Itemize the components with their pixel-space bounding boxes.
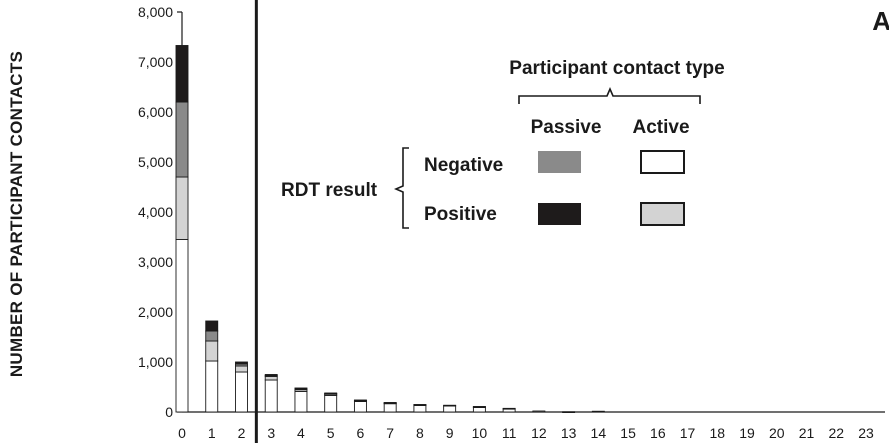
legend-title: Participant contact type — [509, 58, 724, 79]
panel-label: A — [872, 6, 889, 36]
legend: Participant contact type Passive Active … — [281, 58, 725, 229]
bar-segment — [264, 379, 278, 413]
bar-segment — [175, 176, 189, 240]
x-tick-label: 20 — [769, 425, 785, 441]
bar-segment — [472, 406, 486, 408]
bar-segment — [532, 410, 546, 413]
bar-segment — [324, 395, 338, 413]
x-tick-label: 22 — [828, 425, 844, 441]
legend-swatch-active-negative — [640, 150, 685, 174]
y-tick-label: 4,000 — [138, 204, 173, 220]
x-tick-label: 21 — [799, 425, 815, 441]
bar-segment — [235, 365, 248, 373]
legend-row-positive: Positive — [424, 204, 497, 225]
x-tick-label: 17 — [680, 425, 696, 441]
bar-segment — [175, 45, 189, 103]
y-tick-label: 6,000 — [138, 104, 173, 120]
bar-segment — [294, 391, 308, 413]
y-tick-label: 2,000 — [138, 304, 173, 320]
bar-segment — [235, 361, 248, 365]
x-tick-label: 10 — [472, 425, 488, 441]
legend-swatch-passive-negative — [538, 151, 581, 173]
bar-segment — [294, 387, 308, 390]
bar-segment — [413, 404, 427, 413]
x-tick-label: 23 — [858, 425, 874, 441]
y-tick-label: 0 — [165, 404, 173, 420]
bar-segment — [502, 407, 516, 410]
x-tick-label: 8 — [416, 425, 424, 441]
legend-left-brace — [393, 147, 409, 229]
bar-segment — [235, 371, 248, 413]
x-tick-label: 4 — [297, 425, 305, 441]
y-tick-label: 8,000 — [138, 4, 173, 20]
bar-segment — [205, 320, 219, 332]
legend-swatch-passive-positive — [538, 203, 581, 225]
x-tick-label: 16 — [650, 425, 666, 441]
bar-segment — [264, 374, 278, 376]
bar-segment — [324, 392, 338, 395]
y-tick-label: 3,000 — [138, 254, 173, 270]
x-tick-label: 11 — [502, 425, 517, 441]
legend-swatch-active-positive — [640, 202, 685, 226]
x-tick-label: 6 — [357, 425, 365, 441]
bar-segment — [413, 404, 427, 406]
bar-segment — [353, 401, 367, 413]
bar-segment — [562, 411, 576, 414]
x-tick-label: 0 — [178, 425, 186, 441]
bar-segment — [443, 404, 457, 407]
y-tick-label: 5,000 — [138, 154, 173, 170]
x-tick-label: 18 — [710, 425, 726, 441]
legend-col-passive: Passive — [531, 117, 602, 138]
bar-segment — [383, 403, 397, 413]
x-tick-label: 5 — [327, 425, 335, 441]
x-tick-label: 19 — [739, 425, 755, 441]
x-tick-label: 15 — [620, 425, 636, 441]
y-axis-label: NUMBER OF PARTICIPANT CONTACTS — [7, 51, 26, 377]
bar-segment — [175, 101, 189, 178]
y-tick-label: 7,000 — [138, 54, 173, 70]
bar-segment — [205, 340, 219, 362]
x-tick-label: 3 — [267, 425, 275, 441]
legend-col-active: Active — [632, 117, 689, 138]
bar-segment — [205, 360, 219, 413]
bar-segment — [175, 239, 189, 413]
x-tick-label: 9 — [446, 425, 454, 441]
legend-top-brace — [518, 86, 701, 104]
bar-segment — [591, 410, 605, 413]
y-tick-label: 1,000 — [138, 354, 173, 370]
bar-segment — [264, 376, 278, 381]
bar-segment — [205, 330, 219, 342]
x-tick-label: 2 — [238, 425, 246, 441]
x-tick-label: 14 — [591, 425, 607, 441]
x-tick-label: 13 — [561, 425, 577, 441]
x-tick-label: 12 — [531, 425, 547, 441]
bars — [175, 45, 605, 414]
legend-row-negative: Negative — [424, 155, 503, 176]
legend-row-group-label: RDT result — [281, 180, 378, 201]
axes: 0 1,000 2,000 3,000 4,000 5,000 6,000 7,000 8,00… — [138, 4, 885, 441]
bar-segment — [383, 402, 397, 404]
x-tick-label: 1 — [208, 425, 216, 441]
x-tick-label: 7 — [386, 425, 394, 441]
bar-segment — [353, 399, 367, 402]
